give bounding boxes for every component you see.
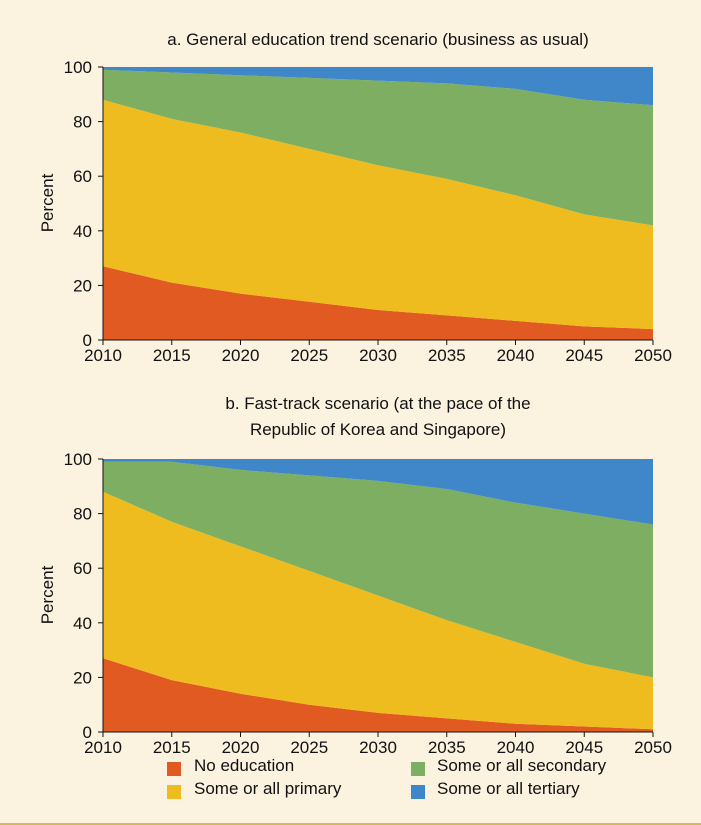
y-tick-label: 20 [73,668,92,687]
legend-label-some-or-all-secondary: Some or all secondary [437,756,607,775]
y-tick-label: 0 [83,723,92,742]
area-some-or-all-secondary-panel-a [103,69,653,226]
x-tick-label: 2015 [153,738,191,757]
legend-label-some-or-all-tertiary: Some or all tertiary [437,779,580,798]
legend-label-some-or-all-primary: Some or all primary [194,779,342,798]
y-tick-label: 20 [73,276,92,295]
y-axis-title: Percent [38,173,57,232]
x-tick-label: 2010 [84,346,122,365]
x-tick-label: 2045 [565,738,603,757]
plot-area-panel-a [103,67,653,340]
panel-title: a. General education trend scenario (bus… [167,30,588,49]
x-tick-label: 2040 [497,346,535,365]
y-tick-label: 100 [64,450,92,469]
x-tick-label: 2030 [359,738,397,757]
legend-swatch-some-or-all-primary [167,785,181,799]
x-tick-label: 2040 [497,738,535,757]
x-tick-label: 2020 [222,738,260,757]
legend-swatch-no-education [167,762,181,776]
y-tick-label: 80 [73,505,92,524]
x-tick-label: 2035 [428,738,466,757]
x-tick-label: 2025 [290,738,328,757]
legend-label-no-education: No education [194,756,294,775]
area-some-or-all-tertiary-panel-b [103,459,653,525]
y-tick-label: 60 [73,167,92,186]
x-tick-label: 2030 [359,346,397,365]
x-tick-label: 2015 [153,346,191,365]
area-some-or-all-primary-panel-b [103,491,653,730]
y-tick-label: 60 [73,559,92,578]
area-some-or-all-secondary-panel-b [103,461,653,678]
x-tick-label: 2050 [634,346,672,365]
y-tick-label: 40 [73,614,92,633]
area-no-education-panel-b [103,658,653,732]
panel-title: Republic of Korea and Singapore) [250,420,506,439]
x-tick-label: 2020 [222,346,260,365]
area-some-or-all-primary-panel-a [103,99,653,330]
x-tick-label: 2045 [565,346,603,365]
legend: No education Some or all secondary Some or… [167,756,607,799]
axes-panel-a [98,66,654,345]
area-no-education-panel-a [103,266,653,340]
legend-swatch-some-or-all-secondary [411,762,425,776]
legend-swatch-some-or-all-tertiary [411,785,425,799]
area-some-or-all-tertiary-panel-a [103,67,653,106]
x-tick-label: 2025 [290,346,328,365]
axes-panel-b [98,458,654,737]
y-axis-title: Percent [38,565,57,624]
x-tick-label: 2010 [84,738,122,757]
y-tick-label: 40 [73,222,92,241]
y-tick-label: 0 [83,331,92,350]
plot-area-panel-b [103,459,653,732]
y-tick-label: 80 [73,113,92,132]
x-tick-label: 2035 [428,346,466,365]
panel-title: b. Fast-track scenario (at the pace of t… [225,394,530,413]
x-tick-label: 2050 [634,738,672,757]
y-tick-label: 100 [64,58,92,77]
